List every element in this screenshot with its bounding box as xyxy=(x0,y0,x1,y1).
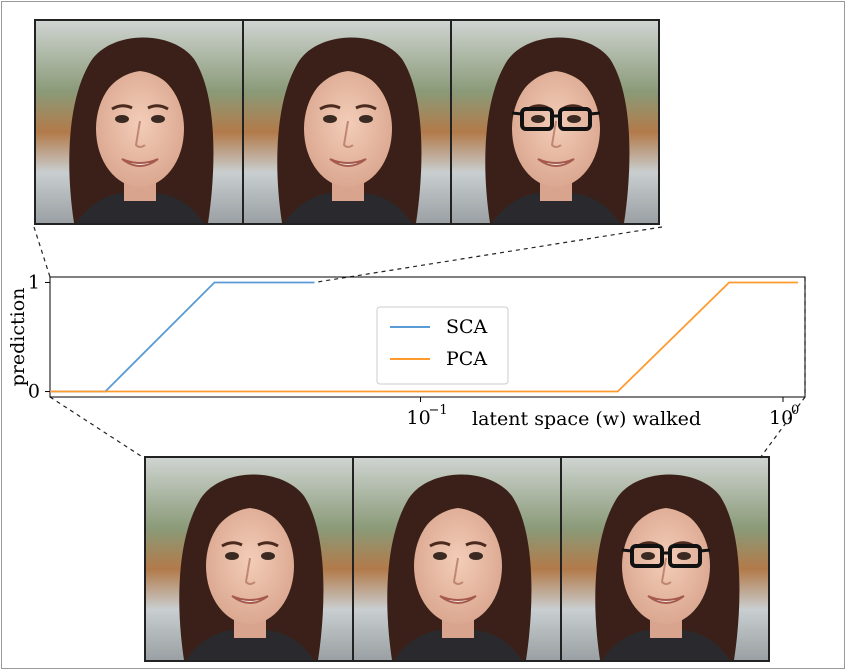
x-tick-exponent: −1 xyxy=(429,403,448,418)
connector-line xyxy=(314,226,663,284)
legend-box xyxy=(376,306,509,385)
top-image-strip xyxy=(34,19,660,225)
series-line-pca xyxy=(50,281,798,393)
bottom-image-strip xyxy=(144,456,770,662)
face-image-top-3-glasses xyxy=(452,21,658,223)
connector-line xyxy=(33,226,51,278)
y-axis-label: prediction xyxy=(7,288,29,387)
face-image-top-2 xyxy=(244,21,450,223)
legend-label: PCA xyxy=(446,348,487,370)
face-image-top-1 xyxy=(36,21,242,223)
y-tick-label: 0 xyxy=(28,381,40,403)
face-image-bottom-2 xyxy=(354,458,560,660)
x-tick-label: 10 xyxy=(407,407,431,429)
series-layer xyxy=(50,281,798,393)
face-image-bottom-3-glasses xyxy=(562,458,768,660)
legend-label: SCA xyxy=(446,316,488,338)
legend: SCA PCA xyxy=(376,306,509,385)
face-image-bottom-1 xyxy=(146,458,352,660)
plot-area xyxy=(49,276,806,398)
connector-line xyxy=(49,396,145,459)
x-tick-exponent: 0 xyxy=(791,403,799,418)
series-line-sca xyxy=(50,281,315,393)
x-axis-label: latent space (w) walked xyxy=(472,408,701,430)
y-tick-label: 1 xyxy=(28,271,40,293)
x-tick-label: 10 xyxy=(769,407,793,429)
